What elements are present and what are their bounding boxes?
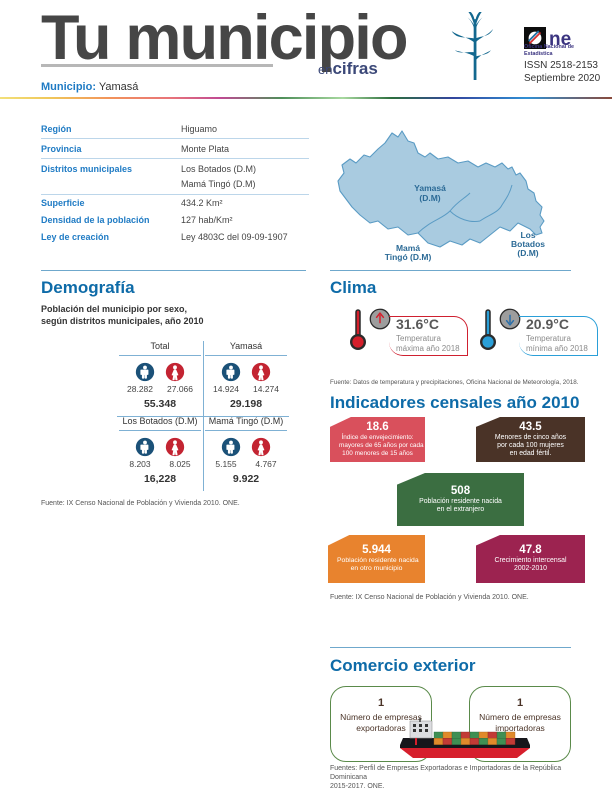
svg-text:(D.M): (D.M) bbox=[517, 248, 538, 258]
svg-text:(D.M): (D.M) bbox=[419, 193, 440, 203]
svg-text:Yamasá: Yamasá bbox=[414, 183, 446, 193]
svg-text:Tingó (D.M): Tingó (D.M) bbox=[385, 252, 432, 262]
